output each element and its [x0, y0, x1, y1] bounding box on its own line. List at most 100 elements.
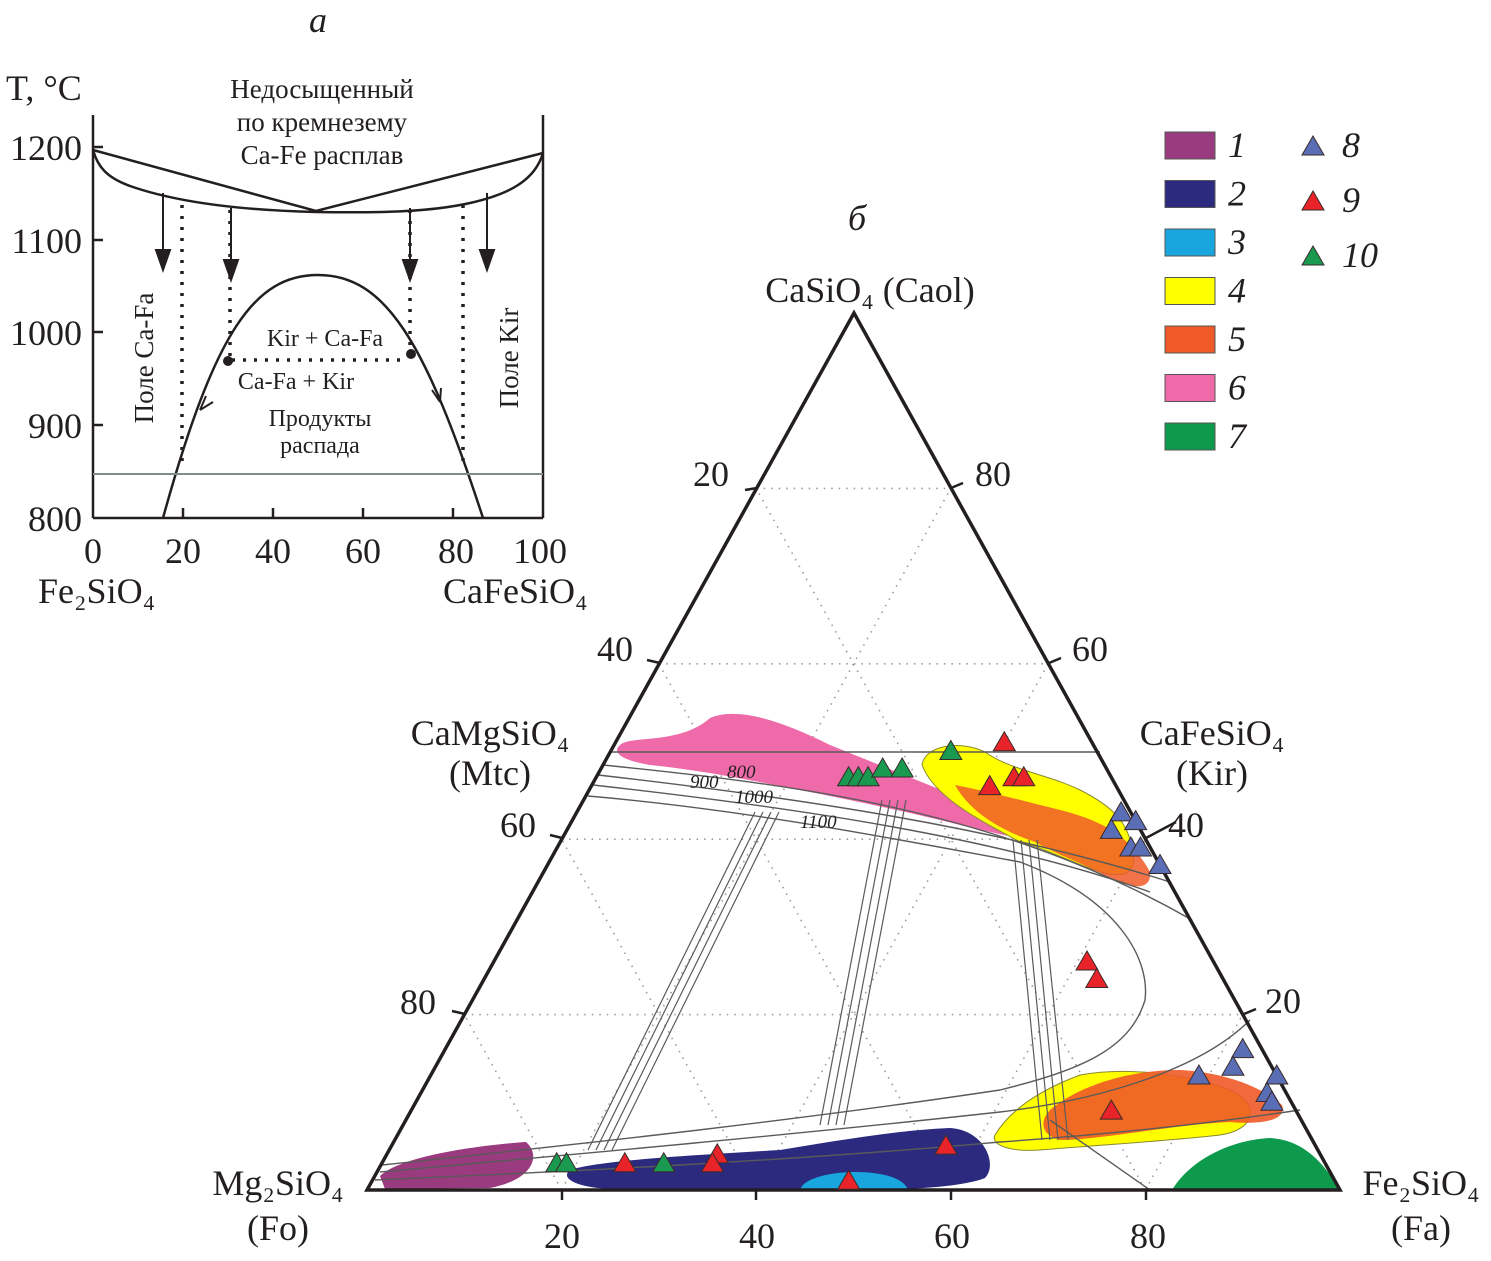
y-tick: 1200 [10, 128, 82, 168]
legend-swatch-6 [1164, 374, 1216, 402]
marker-series-8 [1221, 1055, 1245, 1076]
x-tick: 60 [345, 531, 381, 571]
legend-label: 1 [1228, 125, 1246, 165]
panel-b: б CaSiO₄ (Caol) Mg₂SiO₄ (Fo) Fe₂SiO₄ (Fa… [212, 198, 1479, 1256]
apex-right-label: (Fa) [1391, 1208, 1451, 1248]
panel-a: а T, °C 1200 1100 1000 900 800 0 20 40 6… [6, 0, 588, 611]
melt-label: по кремнезему [237, 107, 408, 137]
left-tick: 20 [693, 454, 729, 494]
grid-line [560, 488, 952, 1191]
marker-series-8 [1148, 853, 1172, 875]
ternary-outline [364, 309, 1343, 1192]
marker-series-9 [1011, 765, 1036, 787]
legend-label: 2 [1228, 174, 1246, 214]
apex-left-label: (Fo) [247, 1208, 309, 1248]
bottom-tick: 40 [739, 1216, 775, 1256]
panel-b-letter: б [848, 198, 868, 238]
marker-series-8 [1099, 818, 1124, 839]
legend-marker-9 [1301, 190, 1325, 211]
legend: 1 2 3 4 5 6 7 8 9 10 [1164, 125, 1378, 456]
field-6 [617, 713, 1045, 841]
x-left-label: Fe₂SiO₄ [38, 571, 155, 611]
label-cafa-kir: Ca-Fa + Kir [238, 369, 354, 395]
marker-series-10 [870, 757, 895, 778]
y-tick: 1100 [11, 221, 82, 261]
marker-series-8 [1109, 800, 1133, 822]
legend-swatch-3 [1164, 228, 1216, 257]
legend-marker-8 [1301, 135, 1325, 156]
marker-series-8 [1123, 809, 1148, 831]
marker-series-9 [934, 1134, 958, 1155]
isotherm-label: 1000 [735, 787, 774, 808]
legend-swatch-5 [1164, 325, 1216, 354]
field-ca-fa: Поле Ca-Fa [129, 293, 159, 424]
marker-series-8 [1264, 1063, 1289, 1085]
x-tick: 80 [438, 531, 474, 571]
legend-label: 9 [1342, 180, 1360, 220]
right-tick: 60 [1072, 629, 1108, 669]
bottom-tick: 60 [934, 1216, 970, 1256]
ternary-grid [463, 487, 1244, 1191]
field-5 [955, 785, 1151, 887]
decay-products: распада [280, 433, 360, 459]
marker-series-8 [1260, 1090, 1284, 1111]
legend-marker-10 [1301, 245, 1325, 266]
marker-series-9 [612, 1151, 637, 1173]
right-tick: 80 [975, 454, 1011, 494]
ternary-ticks [451, 481, 1257, 1200]
x-tick: 100 [513, 531, 567, 571]
legend-label: 7 [1228, 416, 1248, 456]
y-tick: 900 [28, 406, 82, 446]
melt-label: Недосыщенный [230, 74, 413, 104]
side-right-label: CaFeSiO₄ [1140, 713, 1285, 753]
y-axis-label: T, °C [6, 68, 82, 108]
marker-series-10 [554, 1151, 579, 1173]
field-7 [1172, 1138, 1340, 1190]
point [223, 356, 233, 366]
y-tick: 1000 [10, 313, 82, 353]
apex-right-label: Fe₂SiO₄ [1362, 1163, 1479, 1203]
isotherm-label: 900 [690, 772, 719, 793]
x-tick: 40 [255, 531, 291, 571]
right-tick: 20 [1265, 981, 1301, 1021]
legend-swatch-1 [1164, 131, 1216, 160]
marker-series-9 [977, 774, 1002, 796]
axes [91, 115, 545, 520]
x-right-label: CaFeSiO₄ [443, 571, 588, 611]
marker-series-10 [938, 739, 963, 760]
marker-series-9 [1084, 967, 1109, 989]
side-left-label: (Mtc) [449, 753, 531, 793]
grid-line [755, 663, 1049, 1191]
x-tick: 20 [165, 531, 201, 571]
marker-series-9 [1075, 949, 1099, 971]
label-kir-cafa: Kir + Ca-Fa [267, 326, 384, 352]
marker-series-9 [836, 1169, 861, 1190]
legend-swatch-7 [1164, 422, 1216, 451]
marker-series-10 [890, 757, 915, 778]
isotherm-label: 800 [727, 762, 756, 783]
phase-curves [91, 148, 545, 519]
bottom-tick: 20 [544, 1216, 580, 1256]
marker-series-9 [1099, 1099, 1124, 1120]
marker-series-8 [1230, 1037, 1255, 1059]
legend-label: 10 [1342, 235, 1378, 275]
grid-line [755, 488, 1147, 1191]
bottom-tick: 80 [1130, 1216, 1166, 1256]
point [406, 349, 416, 359]
field-5 [1043, 1070, 1283, 1140]
left-tick: 80 [400, 982, 436, 1022]
data-markers [544, 730, 1289, 1190]
x-tick: 0 [84, 531, 102, 571]
marker-series-9 [992, 730, 1017, 752]
decay-products: Продукты [269, 406, 372, 432]
side-right-label: (Kir) [1176, 753, 1248, 793]
legend-label: 8 [1342, 125, 1360, 165]
field-kir: Поле Kir [494, 308, 524, 409]
marker-series-8 [1128, 835, 1153, 857]
isotherm-label: 1100 [800, 812, 837, 833]
panel-a-letter: а [309, 0, 327, 40]
left-tick: 60 [500, 805, 536, 845]
legend-label: 5 [1228, 319, 1246, 359]
legend-label: 4 [1228, 271, 1246, 311]
